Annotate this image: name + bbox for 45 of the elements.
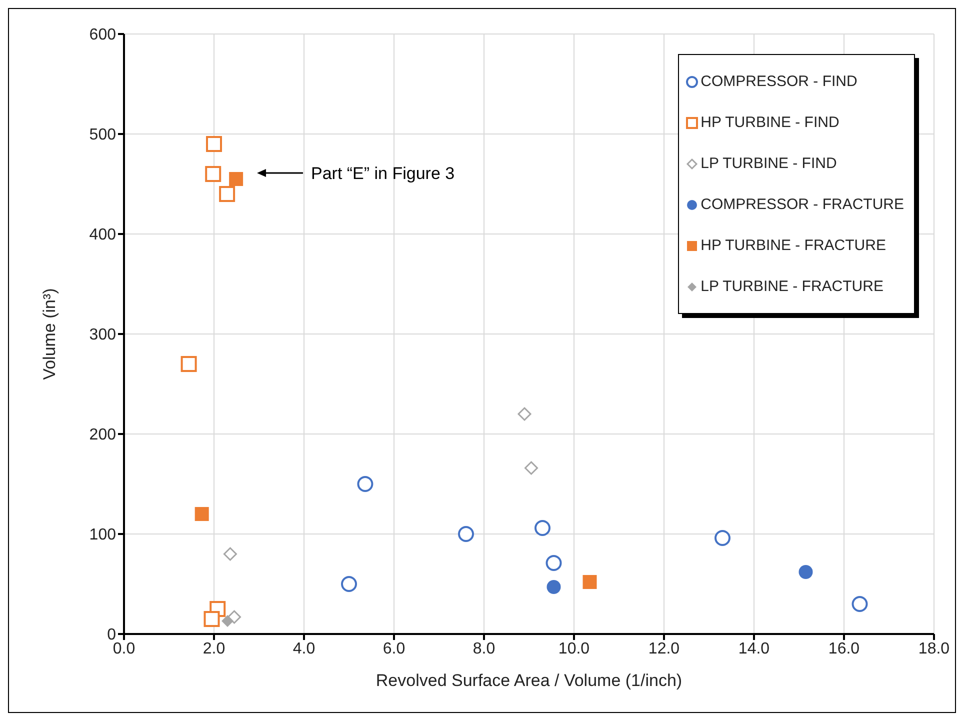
- x-tick-label: 10.0: [558, 640, 590, 658]
- x-tick-label: 2.0: [202, 640, 226, 658]
- point: [798, 565, 813, 579]
- point: [180, 356, 197, 372]
- legend-label: LP TURBINE - FIND: [700, 155, 837, 172]
- point: [582, 575, 597, 589]
- point: [714, 530, 730, 546]
- y-tick-label: 200: [89, 426, 116, 444]
- y-tick-label: 400: [89, 226, 116, 244]
- legend-label: LP TURBINE - FRACTURE: [700, 278, 884, 295]
- x-tick-label: 4.0: [292, 640, 316, 658]
- y-tick-label: 600: [89, 26, 116, 44]
- point: [341, 576, 357, 592]
- x-tick-label: 8.0: [472, 640, 496, 658]
- point: [205, 166, 222, 182]
- point: [194, 507, 209, 521]
- x-tick-label: 12.0: [648, 640, 680, 658]
- x-tick-label: 18.0: [918, 640, 950, 658]
- point: [206, 136, 222, 152]
- point: [458, 526, 474, 542]
- point: [524, 461, 538, 475]
- x-tick-label: 6.0: [382, 640, 406, 658]
- y-tick-label: 500: [89, 126, 116, 144]
- y-tick-label: 300: [89, 326, 116, 344]
- x-tick-label: 14.0: [738, 640, 770, 658]
- point: [518, 407, 532, 421]
- point: [852, 596, 868, 612]
- y-tick-label: 100: [89, 526, 116, 544]
- x-axis-title: Revolved Surface Area / Volume (1/inch): [376, 671, 682, 690]
- legend-label: HP TURBINE - FIND: [700, 114, 840, 131]
- point: [229, 172, 244, 186]
- point: [219, 186, 236, 202]
- point: [204, 611, 220, 627]
- point: [546, 555, 562, 571]
- legend-label: HP TURBINE - FRACTURE: [700, 237, 886, 254]
- point: [357, 476, 374, 492]
- point: [223, 547, 237, 561]
- y-axis-title: Volume (in³): [40, 288, 60, 380]
- legend-label: COMPRESSOR - FIND: [700, 73, 858, 90]
- point: [546, 580, 561, 594]
- x-tick-label: 16.0: [828, 640, 860, 658]
- annotation: Part “E” in Figure 3: [311, 164, 455, 183]
- point: [534, 520, 550, 536]
- point: [222, 615, 234, 627]
- legend-label: COMPRESSOR - FRACTURE: [700, 196, 904, 213]
